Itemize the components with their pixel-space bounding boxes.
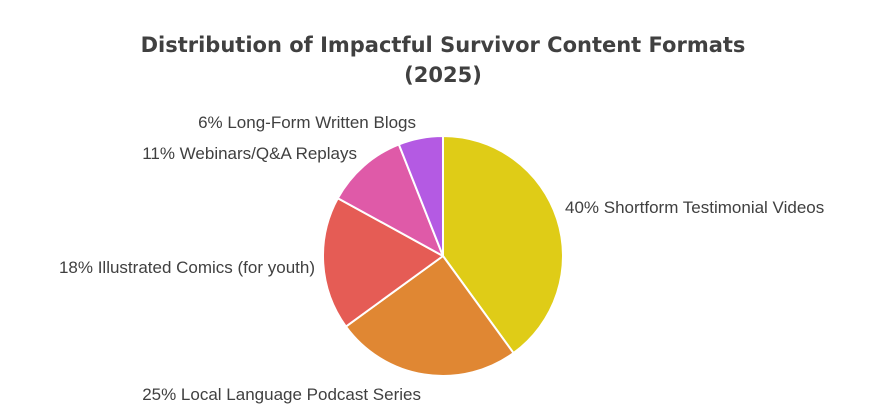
chart-title: Distribution of Impactful Survivor Conte… [0,30,886,90]
slice-label-5: 6% Long-Form Written Blogs [198,113,416,132]
pie-slice-5 [397,135,444,257]
pie-slice-2 [344,255,515,377]
slice-label-1: 40% Shortform Testimonial Videos [565,198,824,217]
pie-slice-3 [322,197,444,328]
slice-label-4: 11% Webinars/Q&A Replays [142,144,357,163]
slice-label-3: 18% Illustrated Comics (for youth) [59,258,315,277]
pie-slice-1 [442,135,564,355]
chart-title-line-1: Distribution of Impactful Survivor Conte… [140,33,746,57]
slice-label-2: 25% Local Language Podcast Series [142,385,421,404]
chart-title-line-2: (2025) [404,63,482,87]
pie-slice-4 [336,143,444,257]
